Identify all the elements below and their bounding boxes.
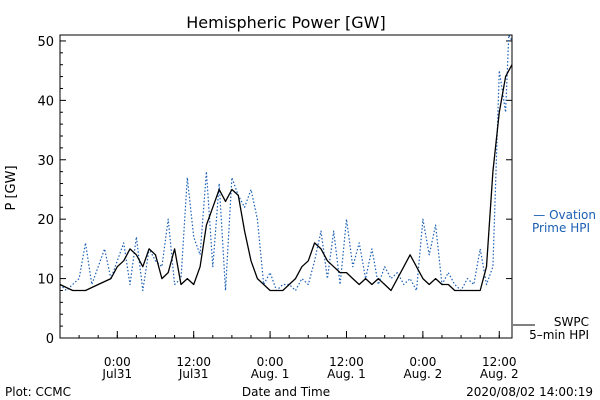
series-swpc-5min-hpi [59,64,513,292]
footer-plot-source: Plot: CCMC [5,385,71,399]
legend-swpc-5min-hpi: SWPC 5–min HPI [513,315,589,342]
x-tick-label-time: 12:00 [329,355,364,369]
y-tick-label: 40 [37,94,54,109]
x-tick-label-time: 0:00 [257,355,284,369]
y-tick-label: 50 [37,35,54,50]
x-tick-label-date: Aug. 1 [251,367,290,381]
x-tick-label-time: 12:00 [176,355,211,369]
series-layer [59,34,513,292]
y-tick-label: 10 [37,273,54,288]
y-tick-label: 20 [37,213,54,228]
y-axis-ticks: 0 10 20 30 40 50 [37,35,512,347]
y-tick-label: 0 [46,332,54,347]
footer-timestamp: 2020/08/02 14:00:19 [466,385,593,399]
x-tick-label-date: Aug. 2 [404,367,443,381]
legend-ovation-line1: — Ovation [533,208,596,222]
legend-ovation-prime-hpi: — Ovation Prime HPI [532,208,596,235]
x-axis-label: Date and Time [242,385,330,399]
x-tick-label-date: Jul31 [101,367,132,381]
legend-swpc-line2: 5–min HPI [529,328,589,342]
x-tick-label-time: 0:00 [409,355,436,369]
plot-frame [59,34,513,339]
y-axis-label: P [GW] [4,165,19,210]
legend-ovation-line2: Prime HPI [532,221,590,235]
chart-title: Hemispheric Power [GW] [186,13,385,32]
x-tick-label-time: 12:00 [482,355,517,369]
x-tick-label-date: Aug. 2 [480,367,519,381]
legend-swpc-line1: SWPC [554,315,589,329]
y-tick-label: 30 [37,154,54,169]
x-tick-label-date: Jul31 [178,367,209,381]
x-tick-label-date: Aug. 1 [327,367,366,381]
x-tick-label-time: 0:00 [104,355,131,369]
